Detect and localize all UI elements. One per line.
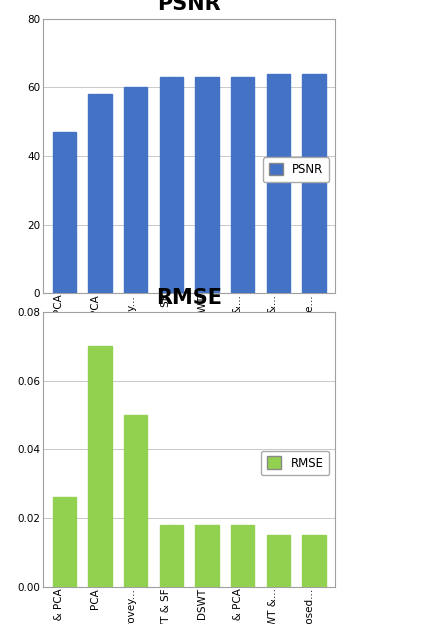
Bar (89, 94, 112, 293)
Bar (302, 535, 326, 587)
Bar (53, 497, 76, 587)
Bar (196, 525, 218, 587)
Bar (89, 346, 112, 587)
Title: RMSE: RMSE (156, 288, 222, 308)
Bar (124, 415, 147, 587)
Bar (160, 77, 183, 293)
Title: PSNR: PSNR (157, 0, 221, 14)
Bar (267, 535, 290, 587)
Legend: PSNR: PSNR (263, 157, 329, 182)
Bar (231, 77, 254, 293)
Bar (160, 525, 183, 587)
Bar (302, 74, 326, 293)
Bar (231, 525, 254, 587)
Bar (196, 77, 218, 293)
Bar (53, 132, 76, 293)
Bar (267, 74, 290, 293)
Legend: RMSE: RMSE (261, 451, 329, 475)
Bar (124, 87, 147, 293)
